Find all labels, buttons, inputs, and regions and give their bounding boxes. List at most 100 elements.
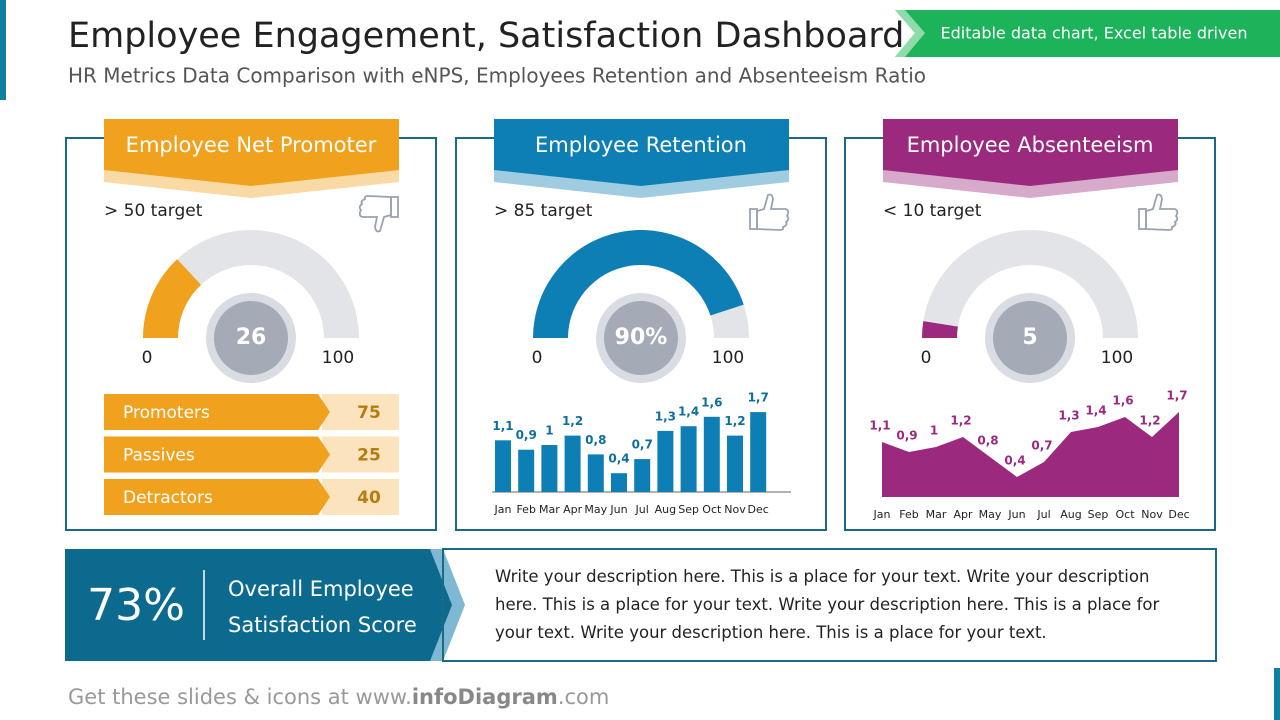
value-label: 1,2 [562,414,583,428]
description-box [442,548,1217,662]
thumb-up-icon [1138,193,1179,231]
x-tick-label: May [979,508,1002,521]
summary-label: Overall Employee Satisfaction Score [228,577,417,637]
value-label: 1,1 [492,419,513,433]
bar [495,440,511,492]
x-tick-label: Sep [678,503,699,516]
x-tick-label: Sep [1088,508,1109,521]
x-tick-label: Aug [655,503,676,516]
accent-bar [0,0,6,100]
summary-value: 73% [87,580,185,631]
x-tick-label: Jan [494,503,512,516]
bar [703,416,720,492]
bar [680,426,697,492]
badge-bg [895,10,1280,57]
gauge-value [533,230,744,338]
ribbon [104,119,399,186]
value-label: 0,7 [632,438,653,452]
ribbon [494,119,789,186]
value-label: 0,9 [516,428,537,442]
footer-part: .com [558,685,610,709]
bar [564,435,581,492]
value-label: 1,2 [1139,414,1160,428]
gauge-value-label: 90% [615,325,668,350]
value-label: 1,7 [748,391,769,405]
value-label: 0,8 [585,433,606,447]
x-tick-label: Oct [1115,508,1135,521]
x-tick-label: Aug [1060,508,1081,521]
bar [657,430,674,492]
value-label: 1,2 [724,414,745,428]
breakdown-value: 75 [357,403,381,423]
bar [541,445,558,492]
value-label: 1,2 [950,414,971,428]
description: Write your description here. This is a p… [495,567,1160,642]
value-label: 0,9 [896,429,917,443]
bar [518,449,535,492]
x-tick-label: Nov [724,503,746,516]
gauge-max: 100 [322,348,354,368]
panel-title: Employee Net Promoter [126,133,377,157]
breakdown-label-bg [104,479,330,515]
gauge-hub [214,301,288,375]
summary-bg [65,549,452,661]
breakdown-label: Passives [123,446,195,466]
bar [634,459,651,492]
value-label: 1 [545,424,553,438]
value-label: 0,8 [977,434,998,448]
panel-title: Employee Retention [535,133,747,157]
gauge-value-label: 26 [236,325,267,350]
value-label: 1,1 [869,419,890,433]
value-label: 1,3 [1058,409,1079,423]
x-tick-label: Dec [1168,508,1189,521]
gauge-value-label: 5 [1022,325,1037,350]
value-label: 1,4 [678,405,699,419]
gauge-value [143,259,202,338]
gauge-track [922,230,1138,338]
gauge-min: 0 [921,348,932,368]
target: > 50 target [104,201,203,221]
breakdown-value-bg [322,436,399,473]
value-label: 1,4 [1085,404,1106,418]
value-label: 1,7 [1166,389,1187,403]
value-label: 1,6 [1112,394,1133,408]
x-tick-label: Jun [1007,508,1025,521]
badge: Editable data chart, Excel table driven [941,24,1248,43]
bar [611,473,627,492]
x-tick-label: Nov [1141,508,1163,521]
breakdown-label-bg [104,394,330,430]
x-tick-label: Dec [748,503,769,516]
gauge-min: 0 [532,348,543,368]
x-tick-label: Feb [516,503,535,516]
subtitle: HR Metrics Data Comparison with eNPS, Em… [68,64,926,88]
target: < 10 target [883,201,982,221]
value-label: 1,3 [655,409,676,423]
x-tick-label: Mar [926,508,947,521]
bar [750,412,767,492]
gauge-max: 100 [1101,348,1133,368]
target: > 85 target [494,201,593,221]
gauge-hub [993,301,1067,375]
breakdown-value: 25 [357,446,381,466]
value-label: 0,7 [1031,439,1052,453]
x-tick-label: Oct [702,503,722,516]
ribbon [883,119,1178,186]
x-tick-label: Jun [609,503,627,516]
x-tick-label: Jul [1036,508,1050,521]
breakdown-label-bg [104,436,330,473]
thumb-down-icon [358,195,399,233]
area [882,412,1179,497]
gauge-min: 0 [142,348,153,368]
x-tick-label: Apr [563,503,583,516]
value-label: 0,4 [608,452,629,466]
bar [727,435,743,492]
panel-title: Employee Absenteeism [907,133,1154,157]
gauge-hub [604,301,678,375]
breakdown-label: Promoters [123,403,210,423]
accent-bar [1274,668,1280,720]
footer-brand: infoDiagram [412,685,558,709]
x-tick-label: Mar [539,503,560,516]
x-tick-label: Jan [873,508,891,521]
